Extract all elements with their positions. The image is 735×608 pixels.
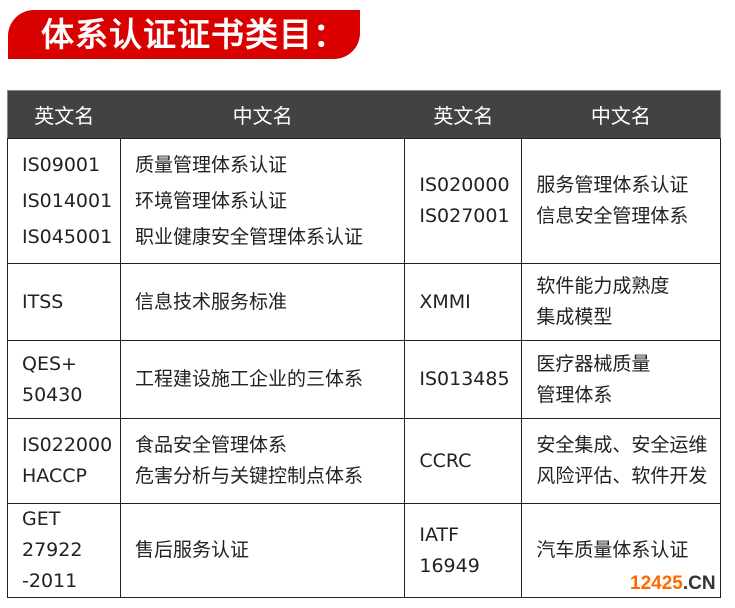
table-row: ITSS 信息技术服务标准 XMMI 软件能力成熟度 集成模型	[7, 263, 721, 341]
table-row: IS022000 HACCP 食品安全管理体系 危害分析与关键控制点体系 CCRC 安…	[7, 418, 721, 504]
cell-en2: IATF 16949	[404, 503, 523, 598]
cell-en2: IS013485	[404, 340, 523, 419]
cell-en2: CCRC	[404, 418, 523, 504]
cell-en2: XMMI	[404, 263, 523, 341]
section-title-banner: 体系认证证书类目：	[8, 10, 360, 59]
cell-en1: IS022000 HACCP	[7, 418, 121, 504]
table-row: GET 27922 -2011 售后服务认证 IATF 16949 汽车质量体系认证	[7, 503, 721, 598]
header-cn-1: 中文名	[120, 90, 405, 139]
cell-cn1: 工程建设施工企业的三体系	[119, 340, 406, 419]
watermark-logo: 12425.CN	[630, 573, 716, 594]
cell-cn2: 服务管理体系认证 信息安全管理体系	[521, 138, 721, 264]
cell-cn1: 食品安全管理体系 危害分析与关键控制点体系	[119, 418, 406, 504]
cell-en1: IS09001 IS014001 IS045001	[7, 138, 121, 264]
cell-cn1: 售后服务认证	[119, 503, 406, 598]
cell-en1: ITSS	[7, 263, 121, 341]
cell-en2: IS020000 IS027001	[404, 138, 523, 264]
cell-cn1: 质量管理体系认证 环境管理体系认证 职业健康安全管理体系认证	[119, 138, 406, 264]
cell-cn2: 医疗器械质量 管理体系	[521, 340, 721, 419]
cell-cn2: 汽车质量体系认证	[521, 503, 721, 598]
table-row: IS09001 IS014001 IS045001 质量管理体系认证 环境管理体系…	[7, 138, 721, 264]
cell-cn1: 信息技术服务标准	[119, 263, 406, 341]
header-en-1: 英文名	[7, 90, 121, 139]
cell-cn2: 软件能力成熟度 集成模型	[521, 263, 721, 341]
cell-en1: GET 27922 -2011	[7, 503, 121, 598]
certification-table: 英文名 中文名 英文名 中文名 IS09001 IS014001 IS04500…	[7, 90, 721, 598]
header-en-2: 英文名	[404, 90, 522, 139]
cell-en1: QES+ 50430	[7, 340, 121, 419]
table-row: QES+ 50430 工程建设施工企业的三体系 IS013485 医疗器械质量 管理体…	[7, 340, 721, 419]
cell-cn2: 安全集成、安全运维 风险评估、软件开发	[521, 418, 721, 504]
header-cn-2: 中文名	[521, 90, 721, 139]
